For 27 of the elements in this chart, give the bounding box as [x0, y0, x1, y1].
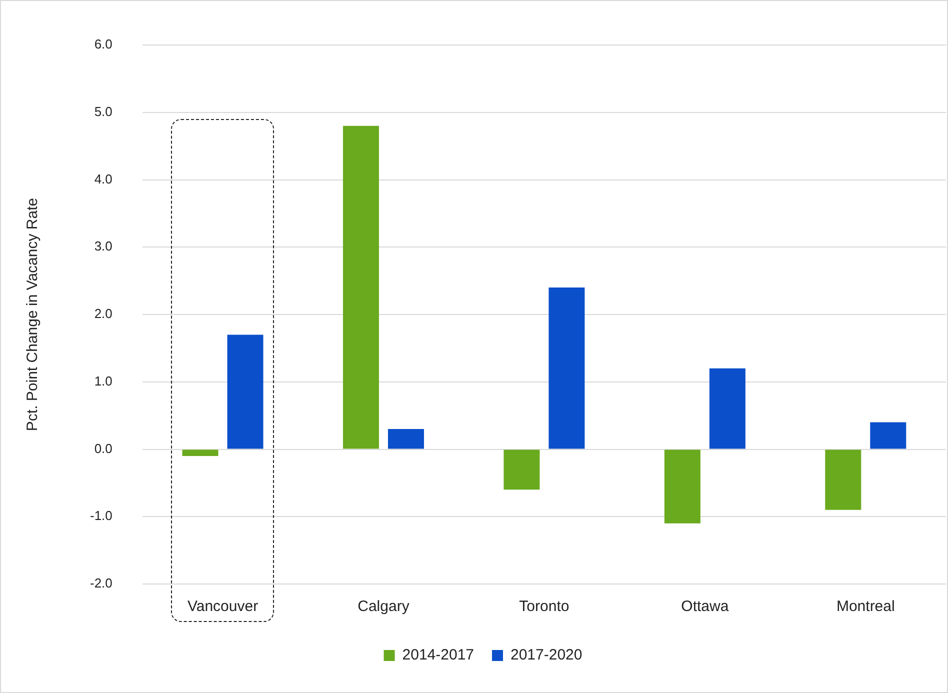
bar: [548, 288, 585, 449]
bar: [182, 450, 218, 456]
bar: [227, 334, 264, 449]
y-axis-title: Pct. Point Change in Vacancy Rate: [24, 198, 42, 432]
y-tick-label: 1.0: [94, 373, 112, 388]
bar: [342, 126, 379, 449]
x-tick-label: Ottawa: [681, 598, 730, 616]
x-tick-label: Calgary: [358, 598, 410, 616]
y-tick-label: 5.0: [94, 104, 112, 119]
legend-label: 2014-2017: [402, 646, 474, 664]
y-tick-label: 6.0: [94, 36, 112, 52]
x-tick-label: Vancouver: [187, 598, 258, 616]
bar: [664, 450, 700, 524]
y-tick-label: -1.0: [90, 508, 112, 524]
x-tick-label: Toronto: [519, 598, 570, 616]
bar: [388, 429, 424, 449]
bar: [504, 450, 540, 490]
legend-label: 2017-2020: [510, 646, 582, 664]
y-tick-label: 4.0: [94, 171, 112, 186]
y-tick-label: 2.0: [94, 306, 112, 322]
x-tick-label: Montreal: [836, 598, 895, 616]
bar: [870, 422, 906, 449]
bar: [825, 450, 862, 510]
y-tick-label: 3.0: [94, 238, 112, 254]
bar: [709, 368, 746, 449]
y-tick-label: -2.0: [90, 576, 112, 591]
y-tick-label: 0.0: [94, 440, 112, 456]
